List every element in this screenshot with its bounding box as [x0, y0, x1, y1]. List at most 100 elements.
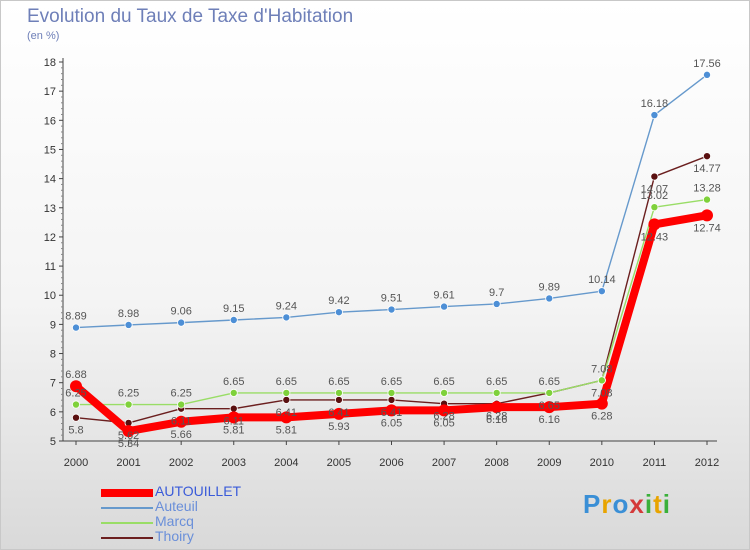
data-point	[229, 388, 238, 397]
data-point	[229, 404, 238, 413]
logo-letter: o	[612, 489, 630, 519]
y-tick-label: 7	[50, 378, 56, 390]
y-tick-label: 5	[50, 436, 56, 448]
y-tick-label: 17	[44, 86, 56, 98]
x-tick-label: 2007	[432, 457, 456, 469]
x-tick-label: 2011	[643, 457, 667, 469]
data-label: 6.05	[381, 417, 402, 429]
data-point	[703, 152, 712, 161]
y-tick-label: 12	[44, 232, 56, 244]
data-label: 8.89	[65, 311, 86, 323]
data-label: 6.11	[171, 416, 192, 428]
data-point	[70, 380, 82, 393]
data-label: 6.05	[433, 417, 454, 429]
chart-title: Evolution du Taux de Taxe d'Habitation	[27, 6, 354, 27]
legend-swatch	[101, 522, 153, 524]
data-point	[703, 70, 712, 79]
data-label: 6.65	[223, 376, 244, 388]
data-label: 12.74	[693, 222, 721, 234]
data-label: 6.16	[539, 414, 560, 426]
data-point	[387, 305, 396, 314]
data-point	[597, 376, 606, 385]
y-unit-label: (en %)	[27, 30, 60, 42]
legend-item: AUTOUILLET	[101, 483, 301, 500]
data-point	[334, 395, 343, 404]
data-label: 7.08	[591, 363, 612, 375]
data-label: 13.02	[641, 190, 669, 202]
y-tick-label: 14	[44, 174, 56, 186]
data-point	[701, 209, 713, 222]
data-point	[177, 318, 186, 327]
data-label: 6.28	[591, 411, 612, 423]
logo-letter: P	[583, 489, 602, 519]
data-label: 5.8	[68, 425, 83, 437]
x-tick-label: 2002	[169, 457, 193, 469]
data-label: 16.18	[641, 98, 669, 110]
data-label: 6.28	[433, 411, 454, 423]
data-label: 5.34	[118, 438, 139, 450]
data-point	[650, 172, 659, 181]
y-tick-label: 13	[44, 203, 56, 215]
data-point	[280, 411, 293, 424]
data-label: 9.24	[276, 300, 297, 312]
data-point	[545, 388, 554, 397]
data-point	[387, 395, 396, 404]
data-point	[597, 287, 606, 296]
data-label: 14.07	[641, 184, 669, 196]
data-label: 17.56	[693, 58, 721, 70]
y-tick-label: 8	[50, 349, 56, 361]
data-point	[492, 299, 501, 308]
data-label: 6.41	[328, 407, 349, 419]
data-label: 13.28	[693, 183, 721, 195]
data-label: 7.08	[591, 387, 612, 399]
data-point	[282, 395, 291, 404]
data-point	[72, 323, 81, 332]
data-label: 6.41	[381, 407, 402, 419]
logo-letter: i	[662, 489, 671, 519]
legend-item: Auteuil	[101, 498, 301, 515]
legend-label: Marcq	[155, 513, 194, 529]
data-label: 9.61	[433, 290, 454, 302]
data-label: 6.65	[381, 376, 402, 388]
data-label: 10.14	[588, 274, 616, 286]
x-tick-label: 2012	[695, 457, 719, 469]
data-label: 6.41	[276, 407, 297, 419]
chart-legend: AUTOUILLET Auteuil Marcq Thoiry	[101, 483, 301, 545]
data-point	[387, 388, 396, 397]
legend-label: AUTOUILLET	[155, 483, 242, 499]
data-label: 6.65	[433, 376, 454, 388]
logo-letter: t	[653, 489, 663, 519]
data-point	[595, 397, 608, 410]
data-label: 6.65	[486, 376, 507, 388]
series-line-auteuil	[75, 74, 708, 329]
data-point	[648, 218, 661, 231]
x-tick-label: 2009	[537, 457, 561, 469]
x-tick-label: 2004	[274, 457, 298, 469]
x-tick-label: 2008	[484, 457, 508, 469]
data-point	[175, 415, 188, 428]
data-point	[440, 388, 449, 397]
data-point	[124, 320, 133, 329]
data-label: 6.65	[276, 376, 297, 388]
y-tick-label: 11	[45, 261, 56, 273]
data-point	[650, 111, 659, 120]
data-label: 12.43	[641, 231, 669, 243]
data-label: 6.25	[170, 388, 191, 400]
data-point	[438, 404, 451, 417]
data-label: 6.65	[539, 400, 560, 412]
data-label: 9.42	[328, 295, 349, 307]
data-label: 9.7	[489, 287, 504, 299]
legend-swatch	[101, 537, 153, 539]
data-point	[332, 407, 345, 420]
data-point	[545, 294, 554, 303]
proxiti-logo: Proxiti	[583, 489, 671, 520]
x-tick-label: 2005	[327, 457, 351, 469]
y-tick-label: 15	[44, 144, 56, 156]
data-label: 6.25	[118, 388, 139, 400]
data-label: 5.62	[118, 430, 139, 442]
data-point	[440, 302, 449, 311]
y-tick-label: 6	[50, 407, 56, 419]
data-point	[229, 316, 238, 325]
logo-letter: r	[601, 489, 613, 519]
